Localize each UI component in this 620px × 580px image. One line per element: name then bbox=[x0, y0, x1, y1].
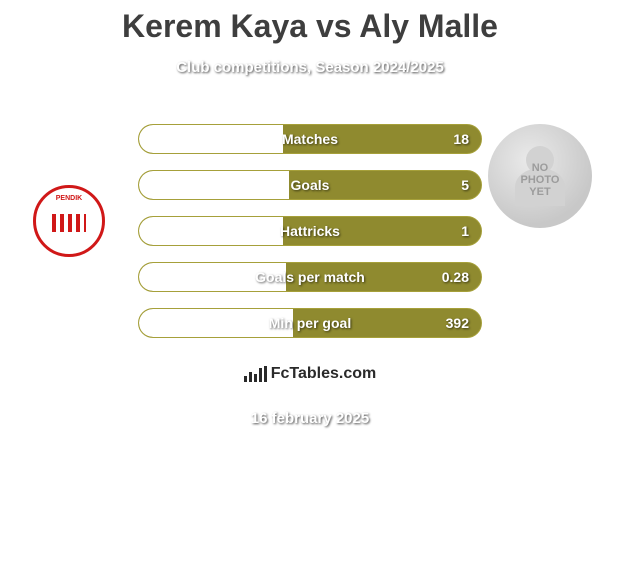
stat-label: Goals bbox=[139, 177, 481, 193]
stat-value: 0.28 bbox=[442, 269, 469, 285]
club-badge-right bbox=[498, 258, 602, 286]
player-avatar-right: NO PHOTO YET bbox=[488, 124, 592, 228]
stat-label: Matches bbox=[139, 131, 481, 147]
stat-row: Goals per match0.28 bbox=[138, 262, 482, 292]
club-badge-left: PENDIK bbox=[24, 178, 114, 264]
no-photo-label: NO PHOTO YET bbox=[521, 162, 560, 198]
stat-label: Hattricks bbox=[139, 223, 481, 239]
date-label: 16 february 2025 bbox=[0, 410, 620, 427]
stat-value: 5 bbox=[461, 177, 469, 193]
stat-row: Goals5 bbox=[138, 170, 482, 200]
stat-value: 392 bbox=[446, 315, 469, 331]
stat-value: 1 bbox=[461, 223, 469, 239]
stat-row: Min per goal392 bbox=[138, 308, 482, 338]
stat-row: Hattricks1 bbox=[138, 216, 482, 246]
page-title: Kerem Kaya vs Aly Malle bbox=[0, 0, 620, 45]
stat-row: Matches18 bbox=[138, 124, 482, 154]
stat-value: 18 bbox=[453, 131, 469, 147]
stat-label: Goals per match bbox=[139, 269, 481, 285]
bar-chart-icon bbox=[244, 366, 267, 382]
pendik-badge-icon: PENDIK bbox=[33, 185, 105, 257]
stats-container: Matches18 Goals5 Hattricks1 Goals per match… bbox=[138, 124, 482, 354]
stat-label: Min per goal bbox=[139, 315, 481, 331]
club-badge-text: PENDIK bbox=[56, 195, 82, 202]
watermark: FcTables.com bbox=[202, 352, 418, 396]
watermark-text: FcTables.com bbox=[271, 365, 377, 383]
page-subtitle: Club competitions, Season 2024/2025 bbox=[0, 59, 620, 76]
